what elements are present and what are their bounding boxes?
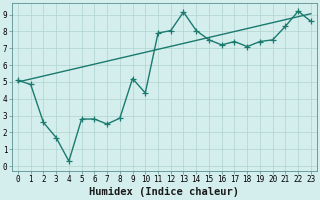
X-axis label: Humidex (Indice chaleur): Humidex (Indice chaleur) <box>89 187 239 197</box>
